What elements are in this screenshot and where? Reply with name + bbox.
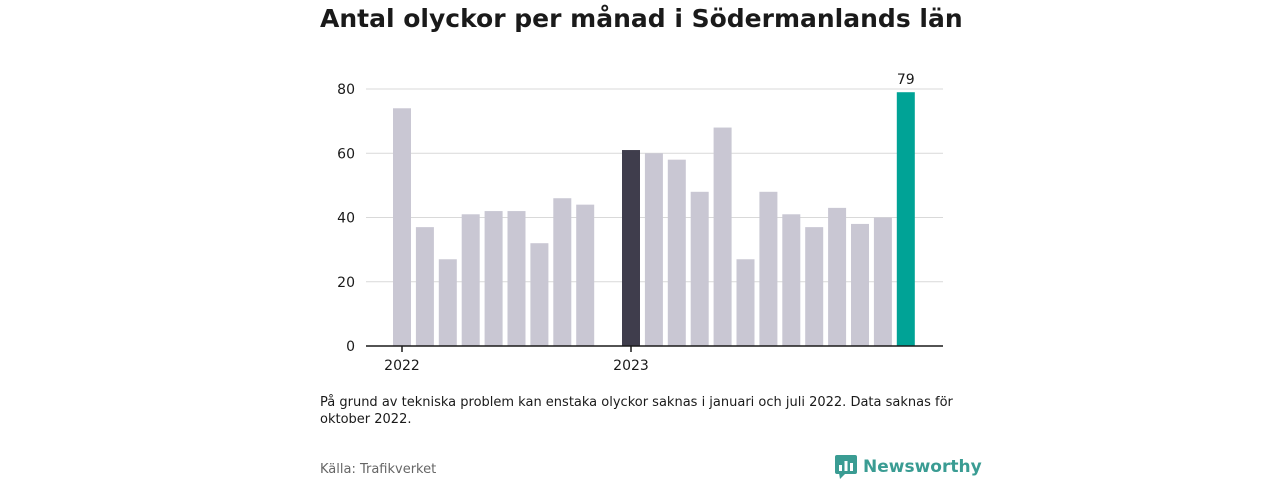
bar-chart: 0 20 40 60 80 79 2022 2023 [337, 72, 943, 374]
newsworthy-logo[interactable]: Newsworthy [835, 455, 982, 479]
y-tick-label: 40 [337, 211, 355, 227]
bar [851, 223, 869, 346]
brand-name: Newsworthy [863, 457, 982, 477]
bar [782, 214, 801, 346]
chart-note: På grund av tekniska problem kan enstaka… [320, 395, 953, 427]
x-tick-label: 2022 [384, 358, 420, 374]
y-tick-label: 0 [346, 339, 355, 355]
bar [644, 153, 663, 346]
bar [828, 207, 847, 346]
bar [461, 214, 480, 346]
y-tick-label: 60 [337, 146, 355, 162]
bar [576, 204, 595, 346]
bar [805, 227, 824, 346]
bar-chart-speech-icon [835, 455, 857, 479]
x-tick-label: 2023 [613, 358, 649, 374]
bar [736, 259, 755, 346]
bar [622, 150, 640, 346]
bar [393, 108, 411, 347]
bar [713, 127, 732, 346]
bar [896, 92, 915, 347]
bar [759, 191, 778, 346]
y-tick-label: 80 [337, 82, 355, 98]
bar [690, 191, 709, 346]
bar [553, 198, 572, 346]
bar [873, 217, 892, 346]
bar [484, 211, 503, 346]
source-label: Källa: Trafikverket [320, 462, 437, 477]
y-tick-label: 20 [337, 275, 355, 291]
bar [438, 259, 457, 346]
bar [667, 159, 686, 346]
bar [507, 211, 526, 346]
bar [530, 243, 549, 346]
data-label: 79 [897, 72, 915, 88]
bar [415, 227, 434, 346]
chart-title: Antal olyckor per månad i Södermanlands … [320, 4, 963, 33]
